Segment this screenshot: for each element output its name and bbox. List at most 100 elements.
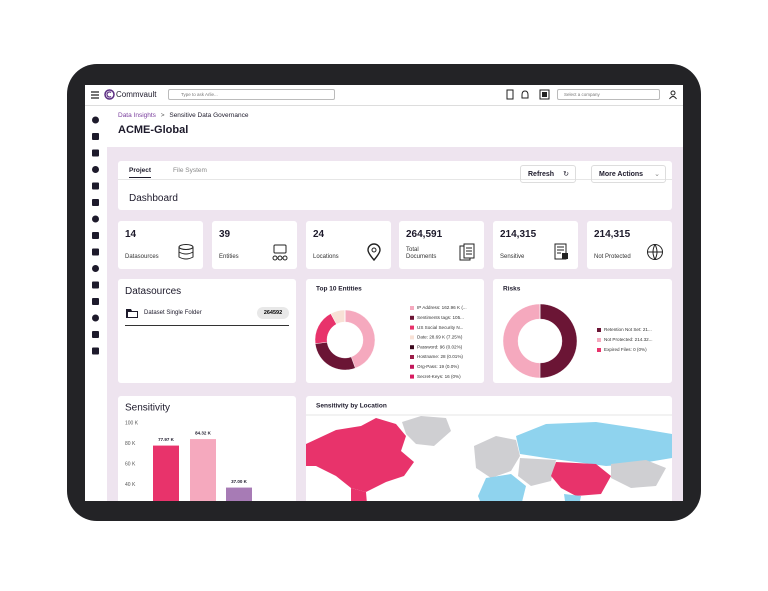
region [474,436,520,478]
nav-icon [92,116,99,124]
legend-label: Retention Not Set: 21... [604,327,652,332]
legend-label: Hostname: 28 (0.01%) [417,354,463,359]
breadcrumb: Data Insights > Sensitive Data Governanc… [118,112,249,119]
bar [190,439,216,501]
breadcrumb-separator: > [160,112,165,119]
datasources-title: Datasources [125,286,182,297]
nav-icon [92,331,99,338]
stat-icon [178,244,194,260]
stat-card: 214,315 Sensitive [493,221,578,269]
nav-icon [92,199,99,206]
stat-icon [272,244,288,261]
chart-title: Sensitivity by Location [316,403,387,410]
datasources-card: Datasources Dataset Single Folder 264592 [118,279,296,383]
stat-label: Sensitive [500,254,525,260]
region [518,458,556,486]
tab[interactable]: File System [173,167,207,174]
donut-segment [315,341,356,371]
nav-icon [92,215,99,223]
risks-chart: Risks Retention Not Set: 21... Not Protect… [502,286,653,379]
breadcrumb-current: Sensitive Data Governance [169,112,249,119]
map: Sensitivity by Location [306,403,672,501]
chart-title: Top 10 Entities [316,286,362,293]
nav-icon [92,232,99,239]
company-select[interactable]: Select a company [557,89,660,100]
legend-swatch [410,335,414,340]
value-label: 77.97 K [158,437,175,442]
stat-value: 214,315 [594,229,631,240]
legend-swatch [410,345,414,350]
region [306,418,414,492]
stat-label: Total Documents [406,247,437,260]
breadcrumb-parent[interactable]: Data Insights [118,112,156,119]
brand: Commvault [116,90,157,99]
page-title: ACME-Global [118,124,189,136]
datasource-name[interactable]: Dataset Single Folder [144,310,202,316]
region [551,462,611,496]
chevron: ⌄ [654,171,660,178]
stat-value: 39 [219,229,231,240]
legend-label: Password: 96 (0.02%) [417,344,463,349]
stat-icon [367,243,381,261]
tab-divider [118,179,672,180]
stat-card: 214,315 Not Protected [587,221,672,269]
sidebar [85,106,107,501]
menu-icon[interactable] [90,90,100,100]
bar [153,445,179,501]
legend-label: Org-Pass: 19 (0.0%) [417,364,459,369]
folder-icon [126,309,138,318]
nav-icon [92,133,99,140]
stat-card: 39 Entities [212,221,297,269]
project-card: Project File System Dashboard Refresh ↻ M… [118,161,672,210]
region [351,488,367,501]
stat-icon [459,243,475,261]
legend-label: Expired Files: 0 (0%) [604,347,647,352]
user-icon[interactable] [668,90,678,100]
refresh-button[interactable]: Refresh ↻ [520,165,576,183]
legend-label: Date: 28.69 K (7.25%) [417,335,463,340]
donut-segment [502,303,541,379]
nav-icon [92,298,99,305]
refresh-icon: ↻ [563,171,569,178]
nav-icon [92,347,99,355]
search-box[interactable]: Type to ask Arlie... [168,89,335,100]
legend-swatch [410,325,414,330]
value-label: 37.00 K [231,479,248,484]
region [516,422,672,466]
screen: Commvault Type to ask Arlie... Select a … [85,85,683,501]
legend-swatch [597,328,601,332]
stat-value: 214,315 [500,229,537,240]
stat-label: Datasources [125,254,159,260]
stat-label: Not Protected [594,254,631,260]
region [402,416,451,446]
legend-label: Secret-Keys: 16 (0%) [417,374,461,379]
nav-icon [92,265,99,272]
stat-card: 24 Locations [306,221,391,269]
map-card: Sensitivity by Location [306,396,672,501]
nav-icon [92,166,99,173]
datasource-count: 264592 [257,307,289,319]
legend-label: Not Protected: 214.32... [604,337,653,342]
chart-title: Risks [503,286,521,293]
nav-icon [92,281,99,289]
nav-icon [92,248,99,256]
legend-label: IP Address: 162.96 K (... [417,305,467,310]
toolbar-icons[interactable] [505,89,555,101]
more-actions-label: More Actions [599,171,644,178]
bar [226,487,252,501]
more-actions-button[interactable]: More Actions ⌄ [591,165,666,183]
sensitivity-chart: Sensitivity 40 K 60 K 80 K 100 K 77.97 K 84.32… [125,403,252,501]
nav-icon [92,149,99,157]
logo-icon [104,89,115,100]
dashboard-title: Dashboard [129,193,178,204]
legend-swatch [410,364,414,369]
top-entities-chart: Top 10 Entities IP Address: 162.96 K (...… [314,286,467,379]
y-tick-label: 40 K [125,482,136,488]
stat-value: 24 [313,229,325,240]
legend-label: US Social Security N... [417,325,463,330]
tab-active[interactable]: Project [129,167,152,178]
legend-swatch [597,348,601,352]
region [611,460,666,488]
stat-label: Locations [313,254,339,260]
